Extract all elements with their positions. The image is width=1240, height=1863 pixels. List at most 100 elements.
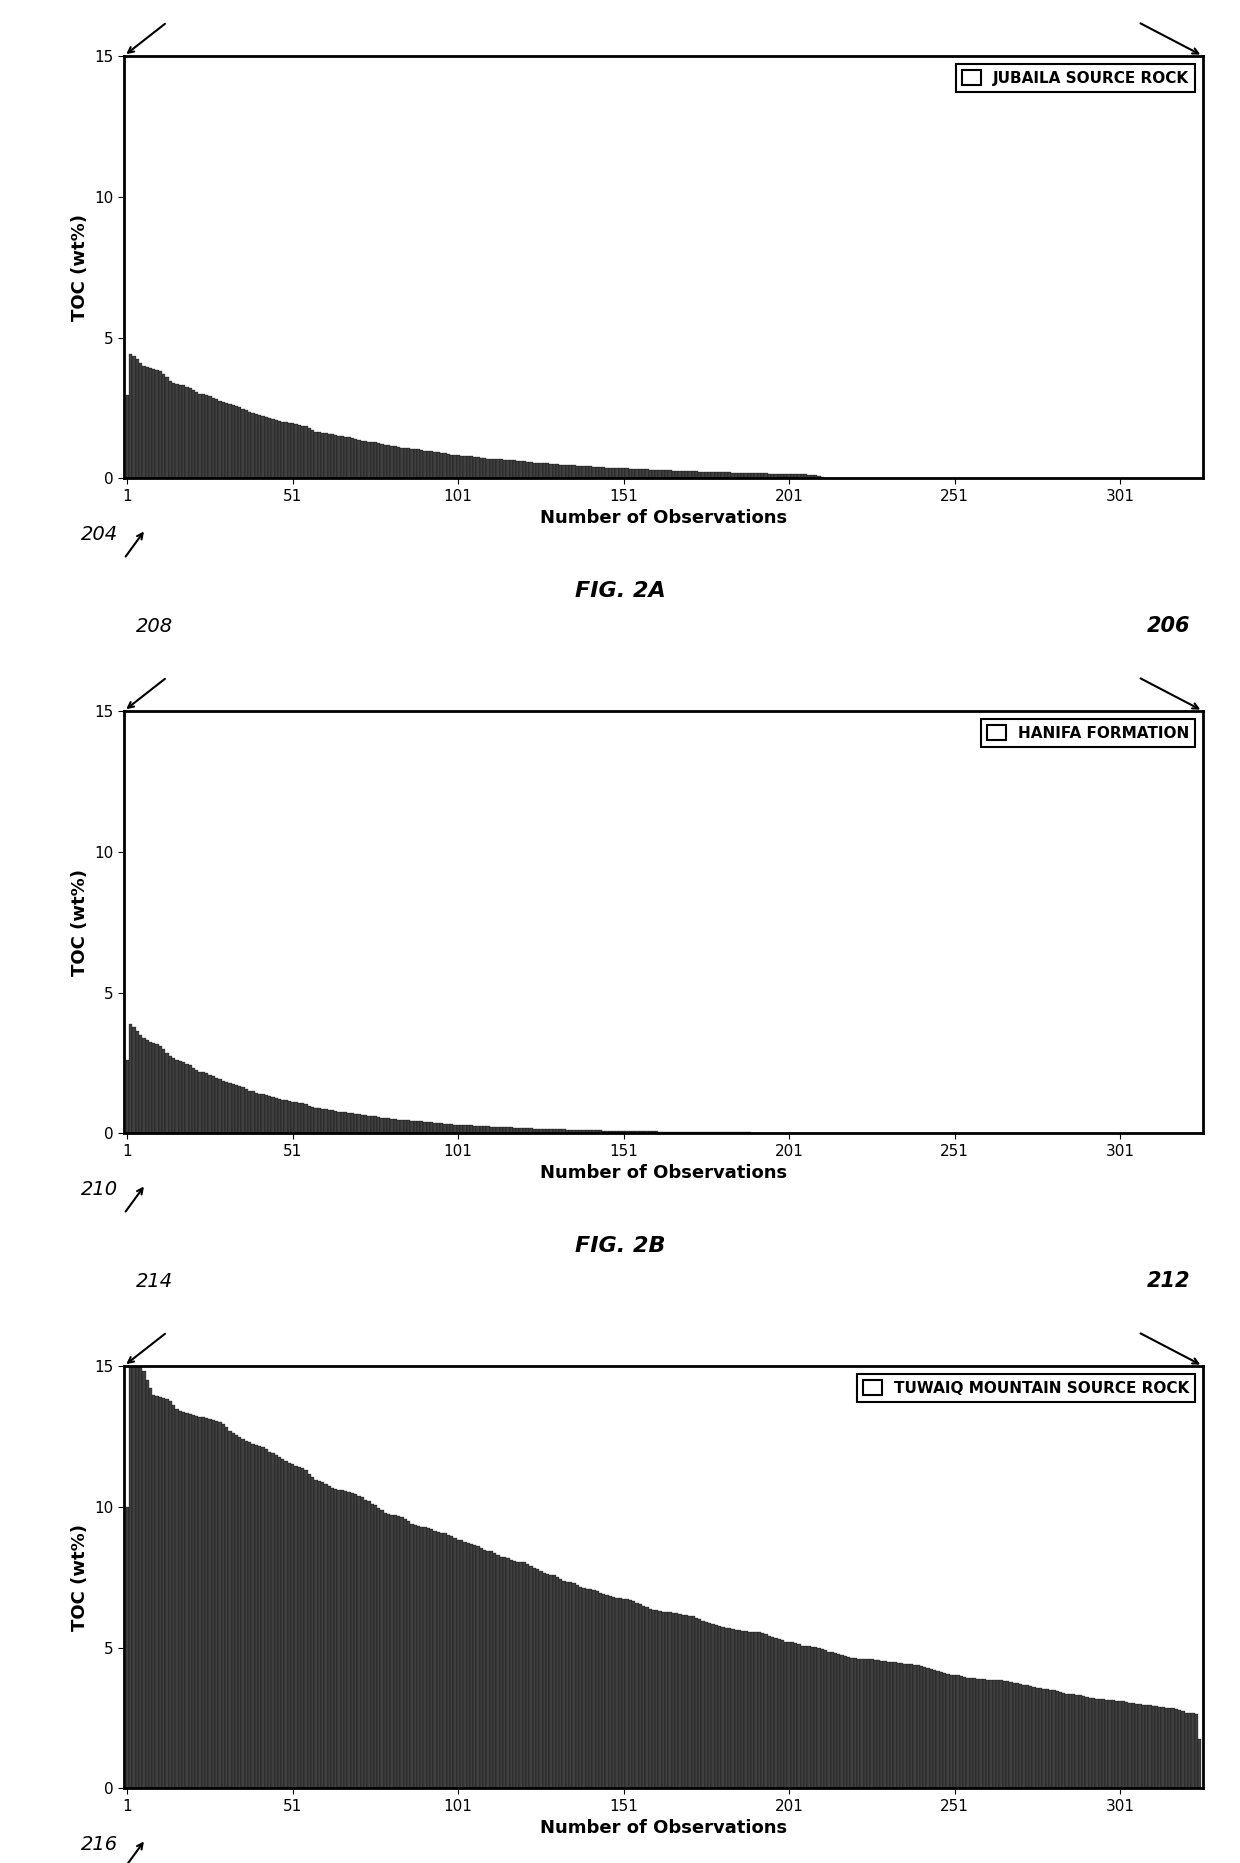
Bar [474,1125,476,1133]
Bar [983,1679,986,1788]
Bar [169,1056,172,1133]
Bar [986,1680,990,1788]
Bar [456,455,460,479]
Bar [314,432,317,479]
Bar [595,468,599,479]
Bar [252,1444,254,1788]
Bar [619,1131,622,1133]
Bar [353,1494,357,1788]
Bar [615,1131,619,1133]
Bar [224,402,228,479]
Bar [684,1615,688,1788]
Bar [956,1675,960,1788]
Bar [308,428,311,479]
Bar [367,1116,371,1133]
Bar [692,1617,694,1788]
Bar [444,453,446,479]
Bar [496,1556,500,1788]
Y-axis label: TOC (wt%): TOC (wt%) [71,214,89,320]
Bar [698,471,702,479]
Bar [404,1518,407,1788]
Bar [383,1118,387,1133]
Bar [920,1666,923,1788]
Text: 210: 210 [81,1179,118,1200]
Bar [242,1088,244,1133]
Bar [861,1658,863,1788]
Bar [424,1528,427,1788]
Bar [212,1420,215,1788]
Bar [543,1572,546,1788]
Bar [410,1120,414,1133]
Bar [1109,1701,1112,1788]
Bar [153,1043,155,1133]
Bar [585,1589,589,1788]
Bar [367,1502,371,1788]
Bar [238,408,242,479]
Bar [301,425,304,479]
X-axis label: Number of Observations: Number of Observations [539,1164,787,1183]
Bar [460,1541,464,1788]
Bar [272,1453,274,1788]
Bar [1049,1690,1053,1788]
Bar [748,473,751,479]
Bar [1115,1701,1118,1788]
Bar [506,1127,510,1133]
Bar [539,1129,543,1133]
Bar [470,1544,474,1788]
Bar [440,453,444,479]
Bar [198,393,202,479]
Bar [513,1127,516,1133]
Bar [583,1131,585,1133]
Bar [175,1060,179,1133]
Bar [960,1677,963,1788]
Bar [603,1595,605,1788]
Bar [817,1649,821,1788]
Bar [629,469,632,479]
Bar [645,1608,649,1788]
Text: 204: 204 [81,525,118,544]
Bar [353,1114,357,1133]
Bar [188,1066,192,1133]
Bar [198,1416,202,1788]
Bar [357,440,361,479]
Bar [609,468,613,479]
Bar [1063,1693,1065,1788]
Bar [278,1099,281,1133]
Bar [565,1129,569,1133]
Bar [553,1574,556,1788]
Bar [573,1129,575,1133]
Bar [494,1127,496,1133]
Bar [821,1649,823,1788]
Bar [401,1516,404,1788]
Bar [910,1664,913,1788]
Bar [890,1662,893,1788]
Bar [1182,1712,1184,1788]
Bar [205,1418,208,1788]
Bar [324,1108,327,1133]
Bar [420,1122,424,1133]
Bar [470,1125,474,1133]
Bar [579,466,583,479]
Bar [324,432,327,479]
Bar [258,415,262,479]
Bar [218,1079,222,1133]
Bar [569,1582,573,1788]
Bar [635,1602,639,1788]
Bar [811,475,813,479]
Bar [484,1550,486,1788]
Bar [738,1630,742,1788]
Bar [377,1118,381,1133]
Bar [813,475,817,479]
Bar [599,1593,603,1788]
Bar [615,468,619,479]
Bar [632,469,635,479]
Bar [357,1496,361,1788]
Bar [652,1131,655,1133]
Bar [430,1530,434,1788]
Bar [410,449,414,479]
Bar [268,1451,272,1788]
Bar [539,1571,543,1788]
Bar [867,1660,870,1788]
Bar [573,1584,575,1788]
Bar [593,466,595,479]
